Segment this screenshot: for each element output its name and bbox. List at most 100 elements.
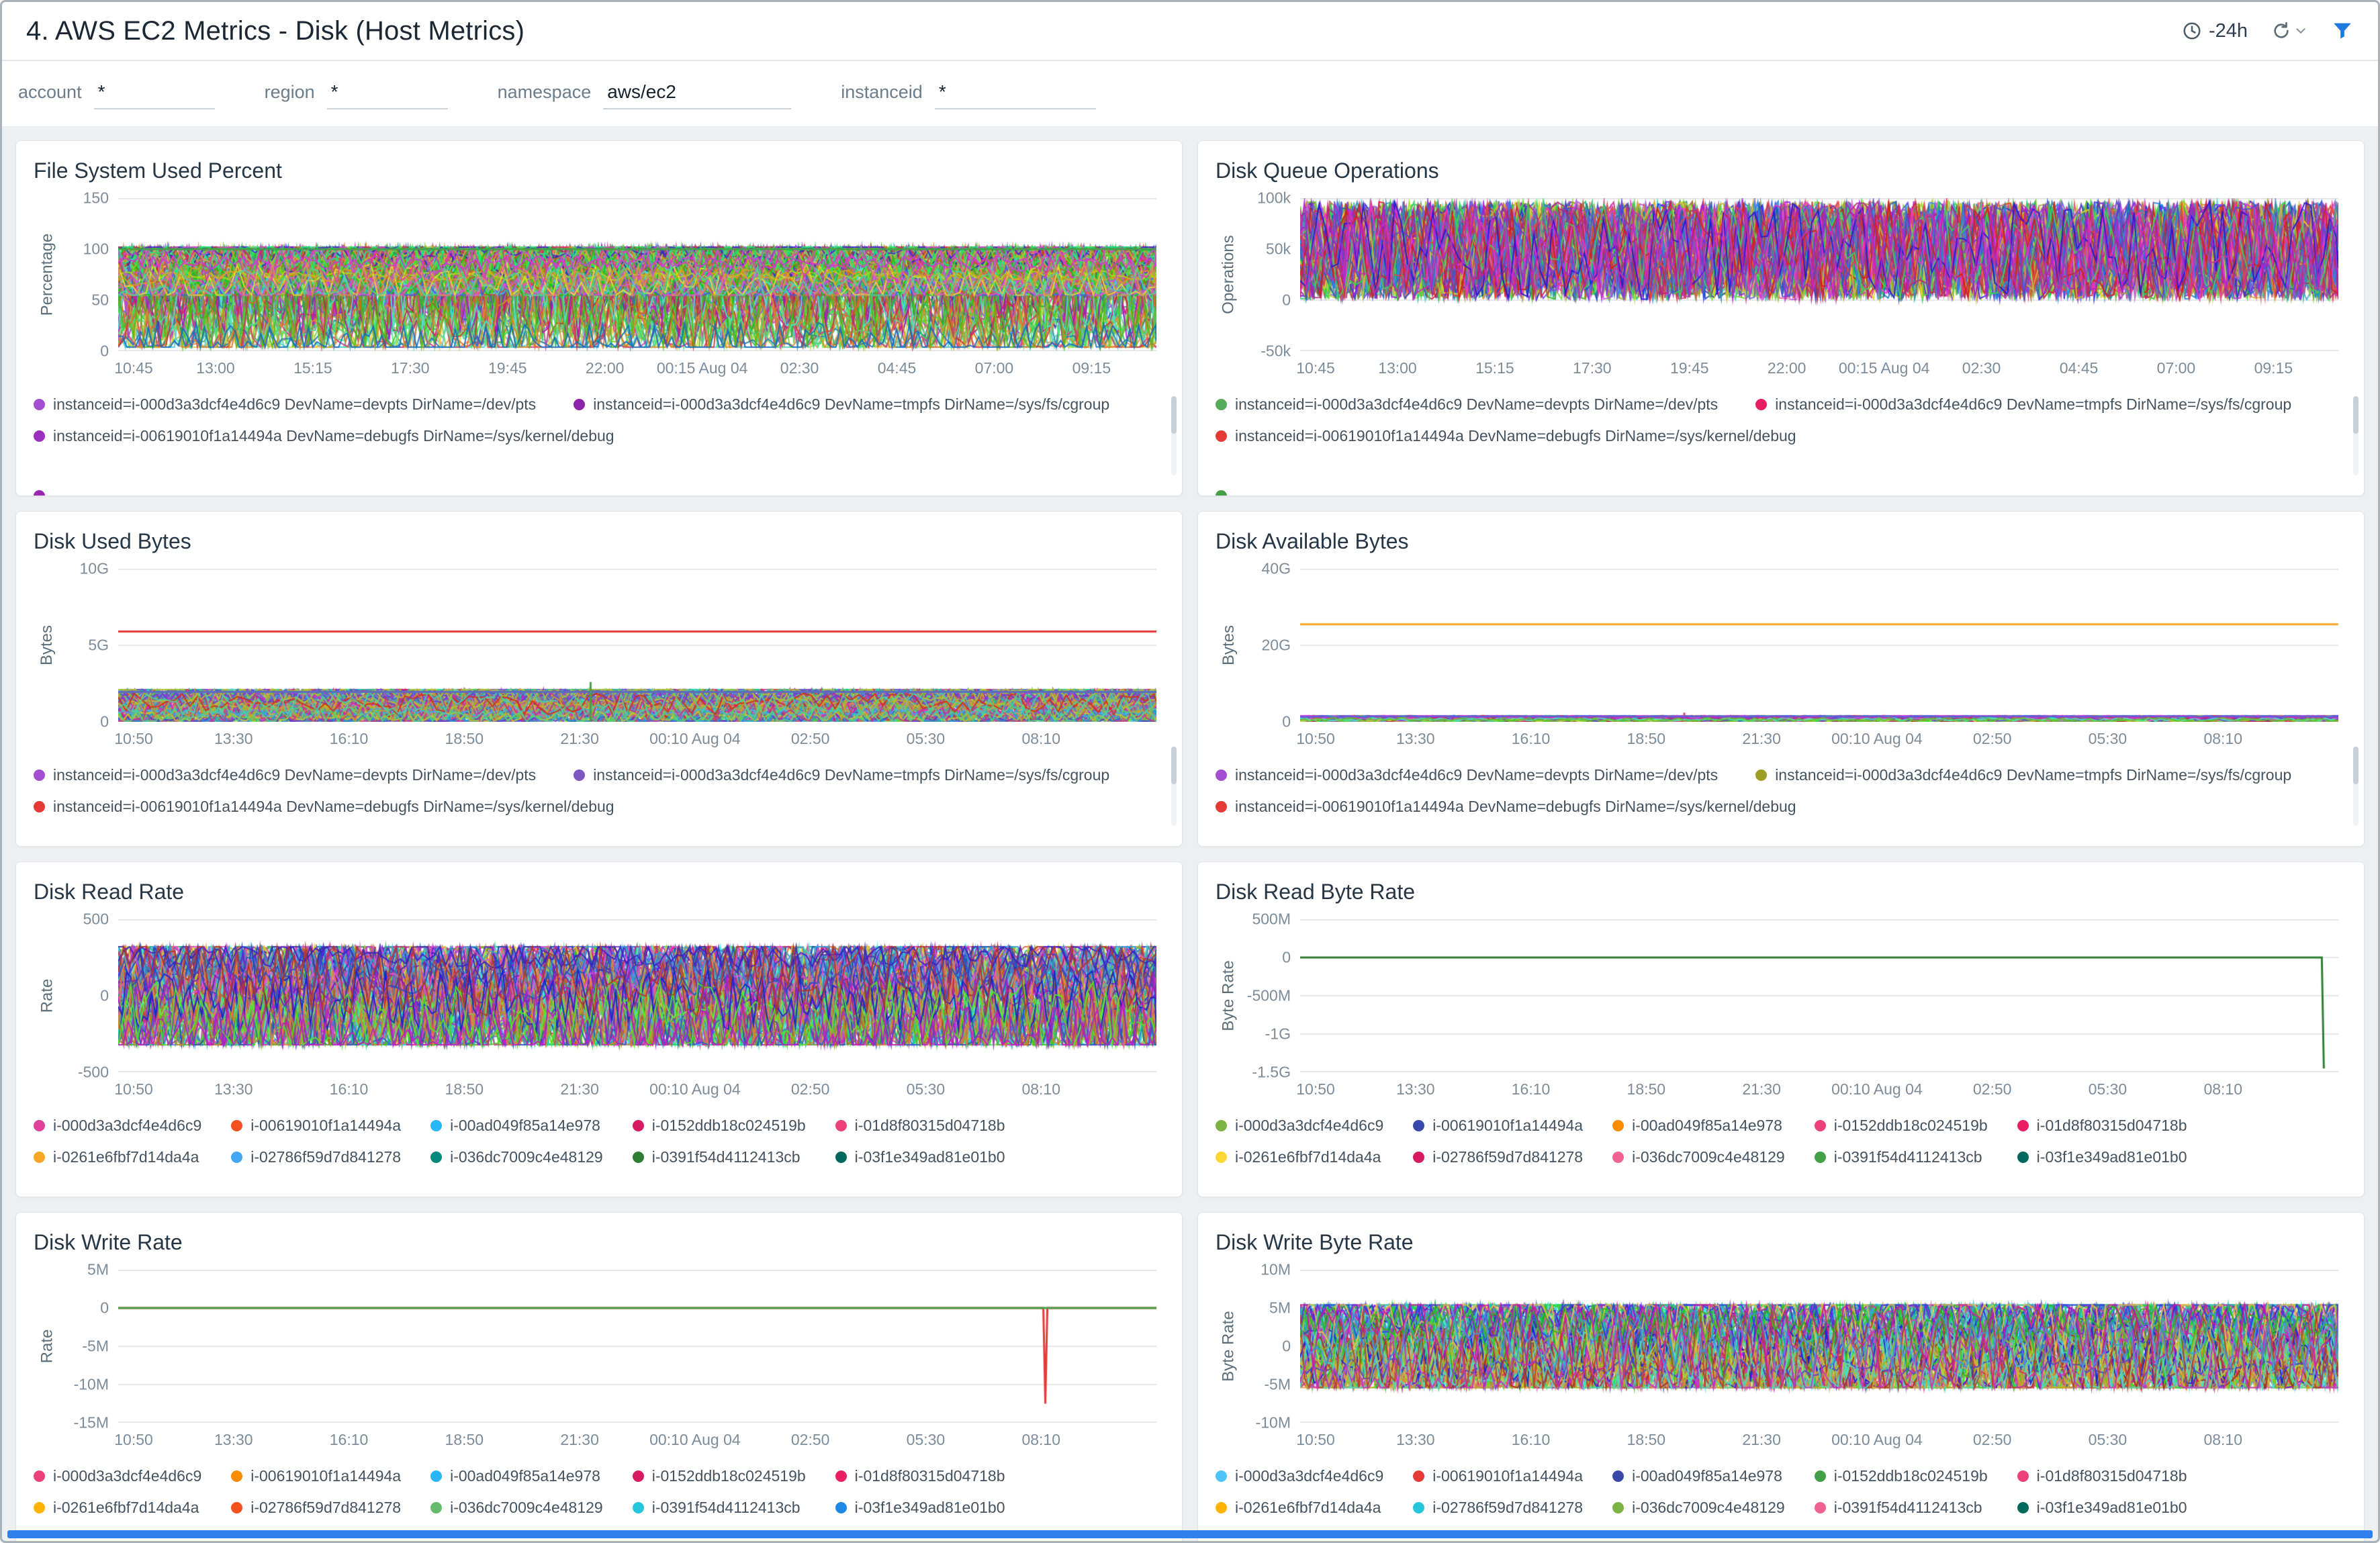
region-filter-input[interactable]: * xyxy=(326,79,448,109)
x-tick-label: 13:30 xyxy=(214,1080,253,1098)
account-filter-input[interactable]: * xyxy=(93,79,215,109)
legend-item[interactable]: i-0391f54d4112413cb xyxy=(632,1499,806,1517)
legend-item[interactable]: i-0261e6fbf7d14da4a xyxy=(1216,1499,1383,1517)
legend-item[interactable]: i-036dc7009c4e48129 xyxy=(430,1148,603,1166)
y-axis-ticks: 500M 0 -500M -1G -1.5G xyxy=(1242,910,1300,1081)
y-axis-ticks: 5M 0 -5M -10M -15M xyxy=(60,1261,118,1432)
legend-item[interactable]: i-00ad049f85a14e978 xyxy=(430,1117,603,1135)
legend-item[interactable]: instanceid=i-000d3a3dcf4e4d6c9 DevName=t… xyxy=(1755,766,2291,784)
legend-item[interactable]: i-01d8f80315d04718b xyxy=(2017,1117,2187,1135)
y-tick-label: -5M xyxy=(1264,1375,1291,1393)
y-axis-label: Rate xyxy=(38,1329,56,1364)
x-tick-label: 00:10 Aug 04 xyxy=(649,1431,741,1448)
x-tick-label: 13:30 xyxy=(214,1431,253,1448)
legend-label: i-00ad049f85a14e978 xyxy=(450,1467,600,1485)
legend-item[interactable]: instanceid=i-000d3a3dcf4e4d6c9 DevName=t… xyxy=(1755,395,2291,414)
legend-item[interactable]: instanceid=i-00619010f1a14494a DevName=d… xyxy=(34,427,614,445)
legend-item[interactable]: i-0152ddb18c024519b xyxy=(632,1117,806,1135)
chart-canvas xyxy=(118,919,1156,1072)
legend-label: i-02786f59d7d841278 xyxy=(1432,1499,1584,1516)
legend-item[interactable]: instanceid=i-000d3a3dcf4e4d6c9 DevName=t… xyxy=(574,766,1109,784)
legend-item[interactable]: instanceid=i-00619010f1a14494a DevName=d… xyxy=(34,798,614,816)
legend-scrollbar[interactable] xyxy=(2353,396,2359,475)
y-tick-label: 5G xyxy=(88,636,109,654)
legend-item[interactable]: instanceid=i-000d3a3dcf4e4d6c9 DevName=d… xyxy=(1216,395,1718,414)
legend-item[interactable]: i-00619010f1a14494a xyxy=(1413,1467,1583,1485)
scrollbar-thumb[interactable] xyxy=(1171,396,1177,434)
legend-item[interactable]: i-02786f59d7d841278 xyxy=(231,1148,401,1166)
legend-item[interactable]: i-03f1e349ad81e01b0 xyxy=(2017,1499,2187,1517)
namespace-filter-input[interactable]: aws/ec2 xyxy=(603,79,792,109)
instanceid-filter-input[interactable]: * xyxy=(934,79,1096,109)
legend-item[interactable]: instanceid=i-000d3a3dcf4e4d6c9 DevName=t… xyxy=(574,395,1109,414)
horizontal-scrollbar[interactable] xyxy=(7,1530,2373,1538)
chart-legend: instanceid=i-000d3a3dcf4e4d6c9 DevName=d… xyxy=(1216,395,2346,489)
legend-item[interactable]: i-02786f59d7d841278 xyxy=(231,1499,401,1517)
legend-scrollbar[interactable] xyxy=(1171,747,1177,826)
chart-region: Bytes 10G 5G 0 xyxy=(34,560,1164,731)
legend-item[interactable]: i-036dc7009c4e48129 xyxy=(1612,1148,1785,1166)
legend-item[interactable]: i-02786f59d7d841278 xyxy=(1413,1499,1583,1517)
legend-item[interactable]: instanceid=i-000d3a3dcf4e4d6c9 DevName=d… xyxy=(1216,766,1718,784)
legend-item[interactable]: i-00ad049f85a14e978 xyxy=(1612,1117,1785,1135)
legend-item[interactable]: i-036dc7009c4e48129 xyxy=(430,1499,603,1517)
header-controls: -24h xyxy=(2182,19,2354,42)
legend-color-dot xyxy=(1814,1470,1826,1482)
legend-label: i-00619010f1a14494a xyxy=(250,1117,402,1134)
clock-icon xyxy=(2183,22,2201,40)
legend-item[interactable]: i-0261e6fbf7d14da4a xyxy=(1216,1148,1383,1166)
legend-item[interactable]: instanceid=i-00619010f1a14494a DevName=d… xyxy=(1216,798,1796,816)
legend-item[interactable]: i-000d3a3dcf4e4d6c9 xyxy=(34,1467,201,1485)
panel-disk-queue-operations: Disk Queue Operations Operations 100k 50k… xyxy=(1197,140,2365,496)
legend-item[interactable]: i-000d3a3dcf4e4d6c9 xyxy=(1216,1117,1383,1135)
chevron-down-icon xyxy=(2296,28,2305,34)
legend-label: instanceid=i-000d3a3dcf4e4d6c9 DevName=t… xyxy=(1775,766,2292,784)
chart-canvas xyxy=(118,569,1156,722)
legend-item[interactable]: i-0391f54d4112413cb xyxy=(1814,1148,1988,1166)
chart-legend: instanceid=i-000d3a3dcf4e4d6c9 DevName=d… xyxy=(1216,766,2346,839)
legend-label: i-01d8f80315d04718b xyxy=(854,1467,1005,1485)
legend-label: i-00619010f1a14494a xyxy=(250,1467,402,1485)
y-tick-label: 0 xyxy=(100,712,109,731)
y-tick-label: 10G xyxy=(79,559,109,577)
legend-item[interactable]: i-00619010f1a14494a xyxy=(231,1117,401,1135)
legend-item[interactable]: i-0152ddb18c024519b xyxy=(1814,1467,1988,1485)
legend-color-dot xyxy=(632,1152,644,1163)
legend-item[interactable]: i-000d3a3dcf4e4d6c9 xyxy=(34,1117,201,1135)
scrollbar-thumb[interactable] xyxy=(1171,747,1177,784)
legend-item[interactable]: instanceid=i-000d3a3dcf4e4d6c9 DevName=d… xyxy=(34,766,536,784)
legend-item[interactable]: i-0261e6fbf7d14da4a xyxy=(34,1499,201,1517)
filter-button[interactable] xyxy=(2331,19,2354,42)
legend-scrollbar[interactable] xyxy=(1171,396,1177,475)
legend-item[interactable]: i-0261e6fbf7d14da4a xyxy=(34,1148,201,1166)
legend-item[interactable]: i-036dc7009c4e48129 xyxy=(1612,1499,1785,1517)
legend-item[interactable]: i-00619010f1a14494a xyxy=(1413,1117,1583,1135)
legend-item[interactable]: instanceid=i-00619010f1a14494a DevName=d… xyxy=(1216,427,1796,445)
legend-item[interactable]: i-03f1e349ad81e01b0 xyxy=(835,1499,1005,1517)
legend-item[interactable]: i-01d8f80315d04718b xyxy=(2017,1467,2187,1485)
refresh-button[interactable] xyxy=(2271,20,2308,42)
legend-item[interactable]: i-000d3a3dcf4e4d6c9 xyxy=(1216,1467,1383,1485)
x-tick-label: 10:45 xyxy=(114,359,153,377)
x-tick-label: 19:45 xyxy=(488,359,527,377)
legend-scrollbar[interactable] xyxy=(2353,747,2359,826)
legend-item[interactable]: i-0152ddb18c024519b xyxy=(1814,1117,1988,1135)
legend-item[interactable]: i-0391f54d4112413cb xyxy=(1814,1499,1988,1517)
legend-item[interactable]: i-00619010f1a14494a xyxy=(231,1467,401,1485)
legend-item[interactable]: i-03f1e349ad81e01b0 xyxy=(835,1148,1005,1166)
legend-item[interactable]: i-01d8f80315d04718b xyxy=(835,1467,1005,1485)
legend-item[interactable]: i-00ad049f85a14e978 xyxy=(430,1467,603,1485)
panel-disk-used-bytes: Disk Used Bytes Bytes 10G 5G 0 10:50 13:30 1… xyxy=(15,511,1183,847)
y-tick-label: -10M xyxy=(73,1375,109,1393)
legend-item[interactable]: i-01d8f80315d04718b xyxy=(835,1117,1005,1135)
legend-item[interactable]: i-00ad049f85a14e978 xyxy=(1612,1467,1785,1485)
legend-item[interactable]: i-03f1e349ad81e01b0 xyxy=(2017,1148,2187,1166)
scrollbar-thumb[interactable] xyxy=(2353,747,2359,784)
legend-label: i-03f1e349ad81e01b0 xyxy=(2036,1148,2187,1166)
time-range-control[interactable]: -24h xyxy=(2182,20,2248,42)
legend-item[interactable]: instanceid=i-000d3a3dcf4e4d6c9 DevName=d… xyxy=(34,395,536,414)
legend-item[interactable]: i-0152ddb18c024519b xyxy=(632,1467,806,1485)
scrollbar-thumb[interactable] xyxy=(2353,396,2359,434)
legend-item[interactable]: i-0391f54d4112413cb xyxy=(632,1148,806,1166)
legend-item[interactable]: i-02786f59d7d841278 xyxy=(1413,1148,1583,1166)
